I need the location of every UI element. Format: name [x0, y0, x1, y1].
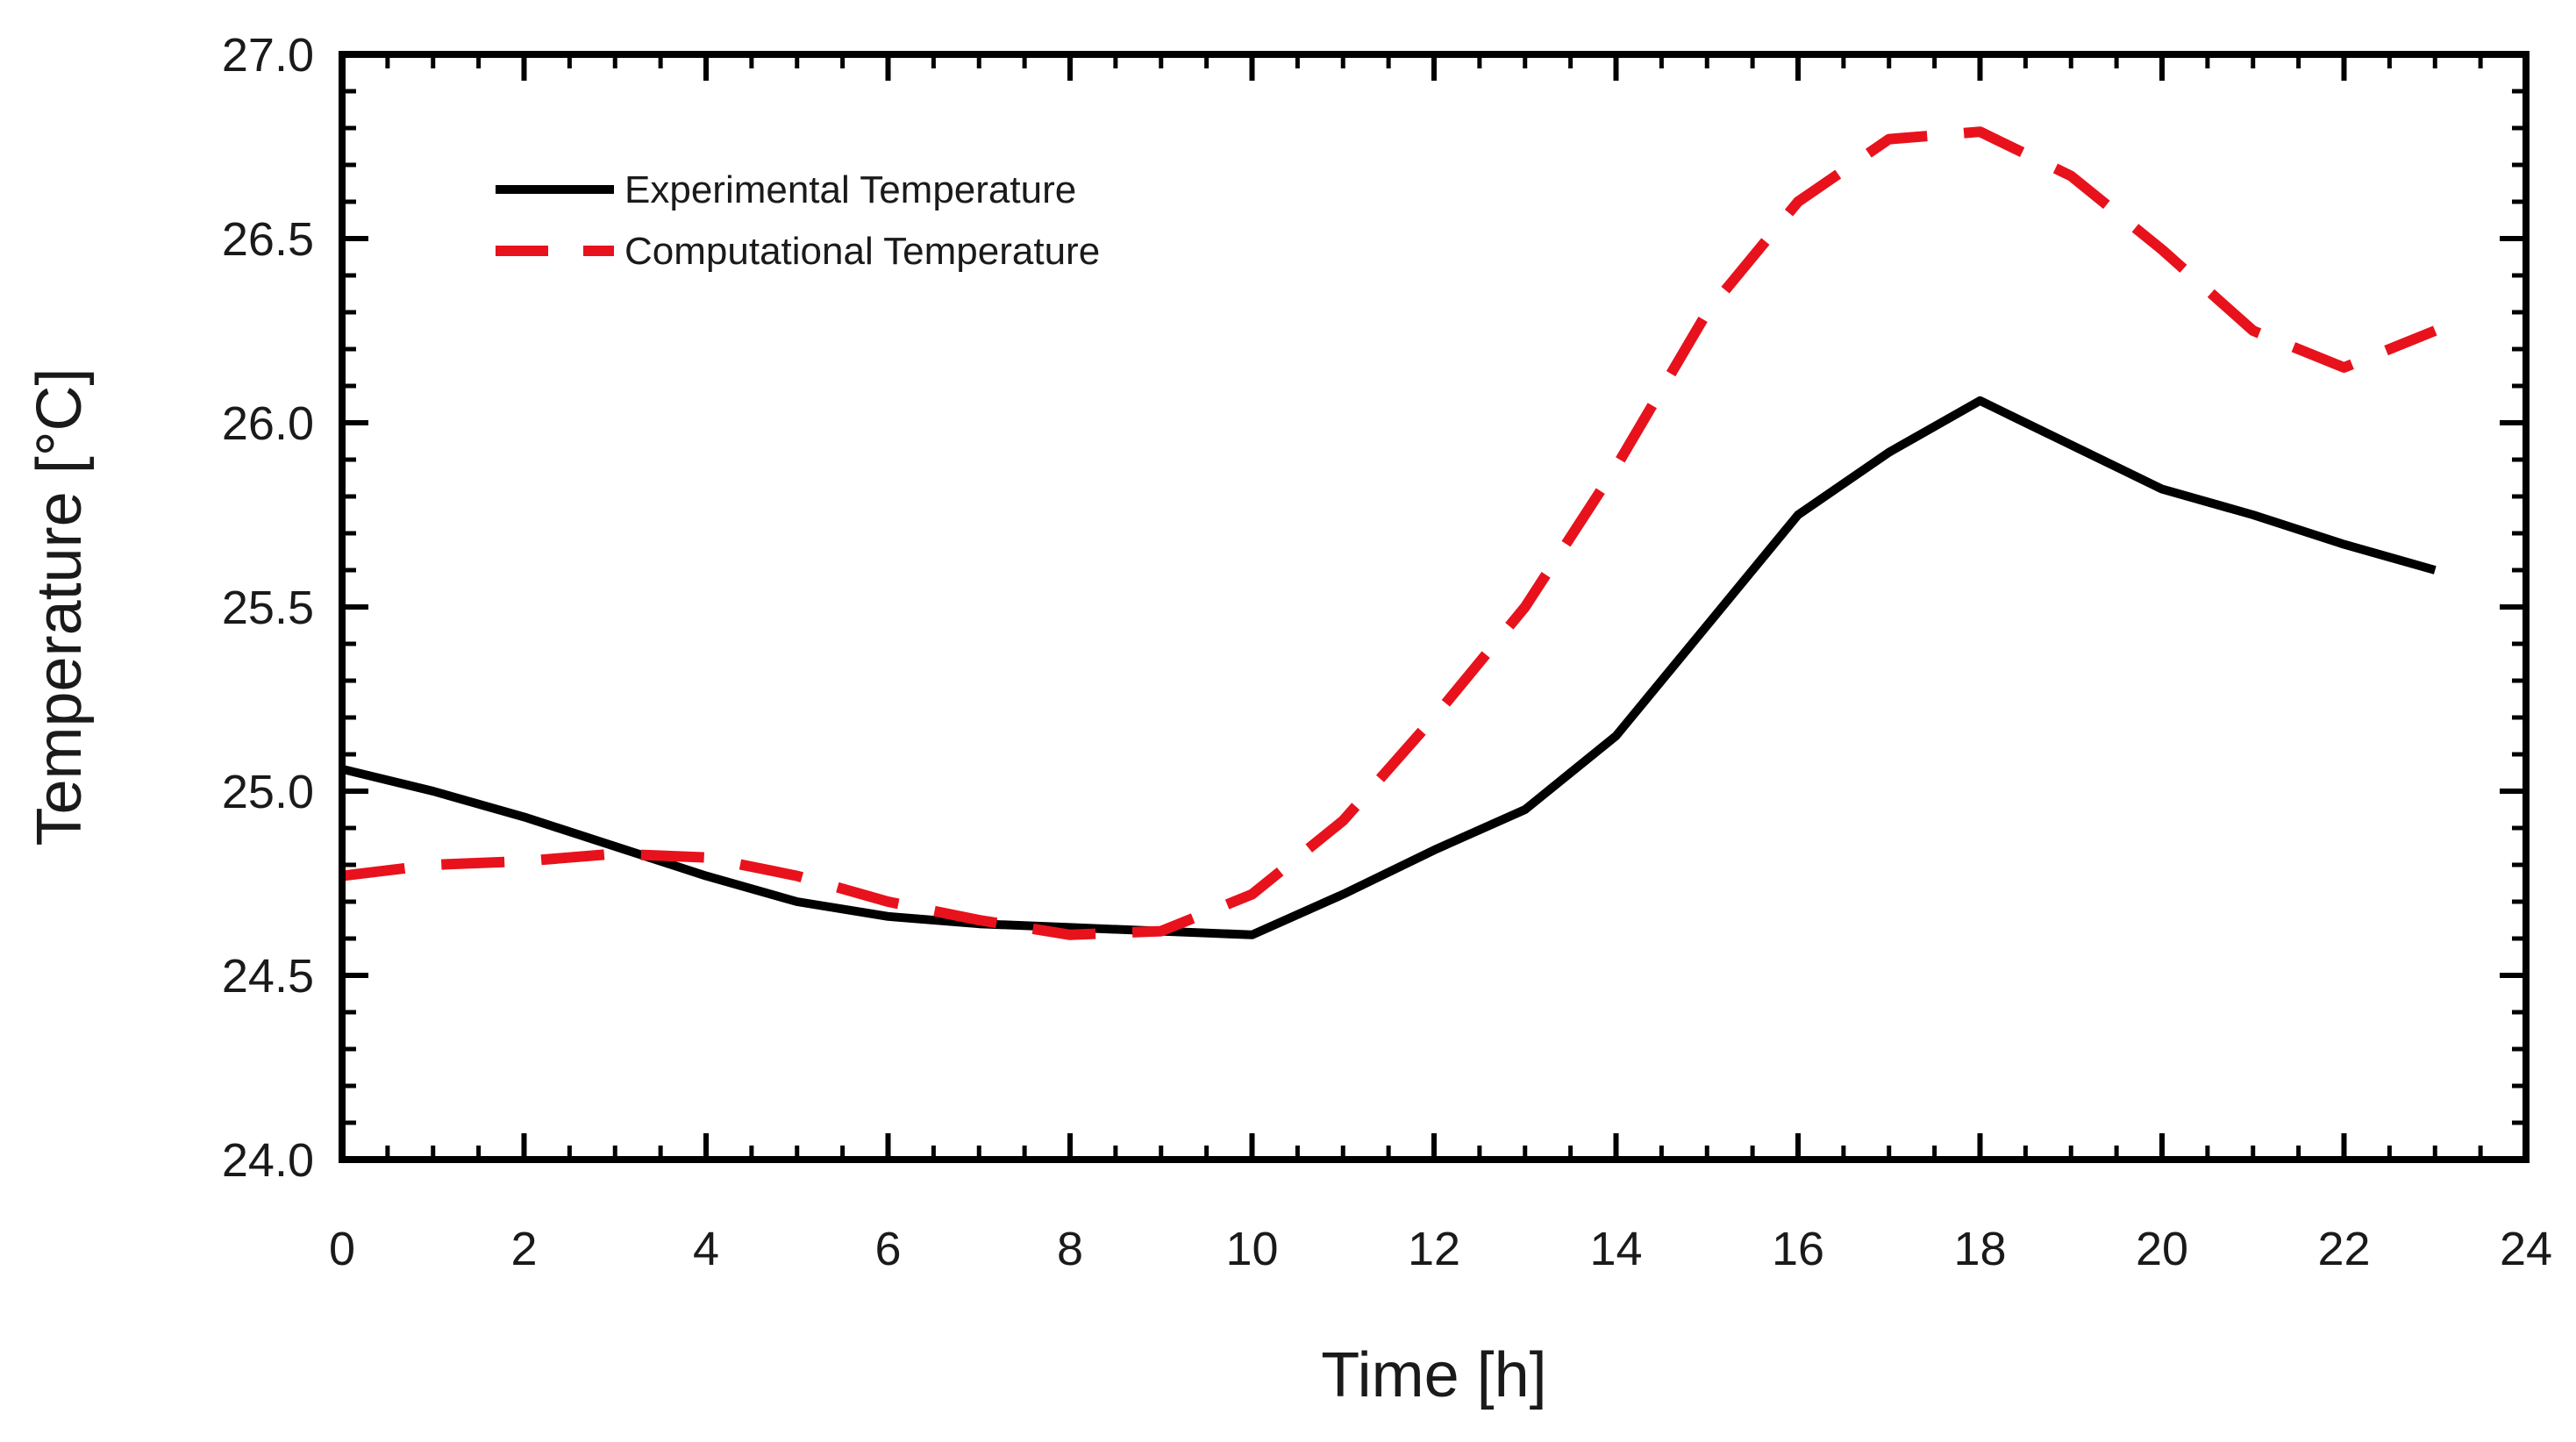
- x-tick-label: 22: [2317, 1223, 2370, 1275]
- x-tick-label: 2: [510, 1223, 537, 1275]
- y-tick-label: 26.0: [222, 397, 314, 450]
- x-tick-label: 4: [693, 1223, 719, 1275]
- legend-label-computational: Computational Temperature: [624, 230, 1100, 273]
- y-tick-label: 25.5: [222, 582, 314, 634]
- x-tick-label: 10: [1225, 1223, 1278, 1275]
- y-tick-label: 26.5: [222, 213, 314, 266]
- x-tick-label: 8: [1057, 1223, 1083, 1275]
- y-axis-title: Temperature [°C]: [25, 368, 95, 846]
- x-tick-label: 16: [1772, 1223, 1824, 1275]
- major-ticks: [339, 52, 2529, 1162]
- x-tick-label: 0: [329, 1223, 355, 1275]
- plot-frame: [339, 51, 2530, 1163]
- y-tick-label: 27.0: [222, 29, 314, 82]
- x-tick-label: 24: [2500, 1223, 2552, 1275]
- y-tick-label: 24.5: [222, 950, 314, 1003]
- x-tick-label: 14: [1589, 1223, 1642, 1275]
- legend: Experimental Temperature Computational T…: [496, 168, 1100, 273]
- y-tick-label: 24.0: [222, 1134, 314, 1187]
- x-tick-label: 18: [1953, 1223, 2006, 1275]
- y-tick-labels: 24.0 24.5 25.0 25.5 26.0 26.5 27.0: [222, 29, 314, 1187]
- x-tick-label: 6: [874, 1223, 901, 1275]
- x-tick-label: 12: [1408, 1223, 1460, 1275]
- legend-label-experimental: Experimental Temperature: [624, 168, 1076, 211]
- computational-temperature-line: [341, 126, 2437, 940]
- x-axis-title: Time [h]: [1321, 1340, 1546, 1410]
- minor-ticks: [339, 52, 2529, 1162]
- x-tick-label: 20: [2136, 1223, 2188, 1275]
- experimental-temperature-line: [340, 396, 2437, 939]
- data-series: [340, 126, 2437, 940]
- x-tick-labels: 0 2 4 6 8 10 12 14 16 18 20 22 24: [329, 1223, 2552, 1275]
- y-tick-label: 25.0: [222, 766, 314, 818]
